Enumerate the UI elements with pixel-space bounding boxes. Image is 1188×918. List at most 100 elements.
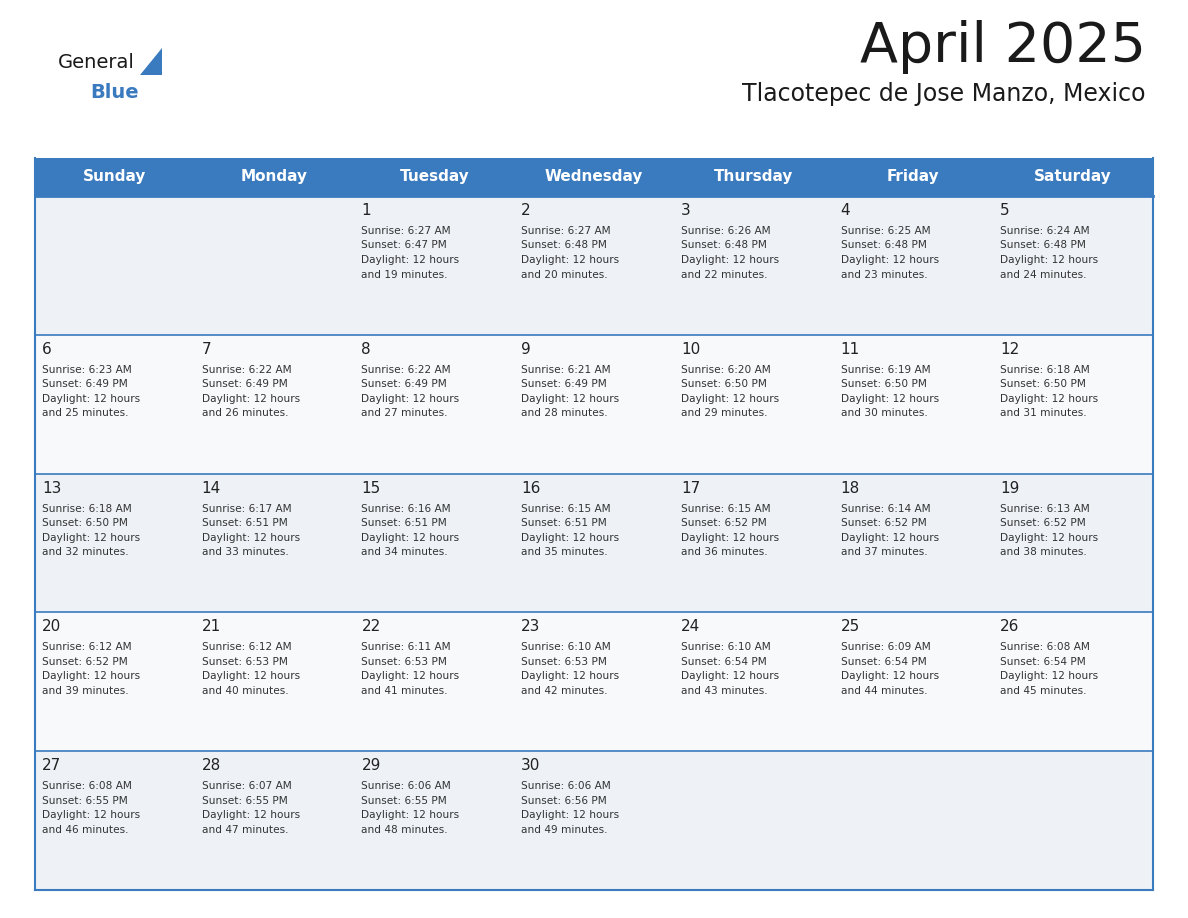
Text: Sunset: 6:48 PM: Sunset: 6:48 PM	[681, 241, 766, 251]
Text: Sunset: 6:53 PM: Sunset: 6:53 PM	[361, 657, 448, 666]
Text: Sunset: 6:53 PM: Sunset: 6:53 PM	[202, 657, 287, 666]
Text: and 25 minutes.: and 25 minutes.	[42, 409, 128, 419]
Bar	[674, 751, 834, 890]
Bar	[195, 196, 354, 335]
Text: and 36 minutes.: and 36 minutes.	[681, 547, 767, 557]
Text: Wednesday: Wednesday	[545, 170, 643, 185]
Text: Daylight: 12 hours: Daylight: 12 hours	[522, 532, 619, 543]
Text: Daylight: 12 hours: Daylight: 12 hours	[361, 394, 460, 404]
Bar	[195, 612, 354, 751]
Text: and 44 minutes.: and 44 minutes.	[841, 686, 927, 696]
Text: Daylight: 12 hours: Daylight: 12 hours	[1000, 671, 1099, 681]
Text: Daylight: 12 hours: Daylight: 12 hours	[202, 671, 299, 681]
Text: 14: 14	[202, 481, 221, 496]
Text: 5: 5	[1000, 203, 1010, 218]
Text: Sunset: 6:51 PM: Sunset: 6:51 PM	[202, 518, 287, 528]
Text: and 40 minutes.: and 40 minutes.	[202, 686, 289, 696]
Text: Sunset: 6:50 PM: Sunset: 6:50 PM	[681, 379, 766, 389]
Text: 23: 23	[522, 620, 541, 634]
Text: Daylight: 12 hours: Daylight: 12 hours	[202, 532, 299, 543]
Bar	[514, 335, 674, 474]
Text: Sunset: 6:54 PM: Sunset: 6:54 PM	[841, 657, 927, 666]
Text: 1: 1	[361, 203, 371, 218]
Text: Daylight: 12 hours: Daylight: 12 hours	[522, 255, 619, 265]
Text: Sunset: 6:54 PM: Sunset: 6:54 PM	[1000, 657, 1086, 666]
Text: and 23 minutes.: and 23 minutes.	[841, 270, 927, 279]
Text: 27: 27	[42, 758, 62, 773]
Text: 7: 7	[202, 341, 211, 357]
Text: 22: 22	[361, 620, 380, 634]
Text: 19: 19	[1000, 481, 1019, 496]
Text: Sunrise: 6:13 AM: Sunrise: 6:13 AM	[1000, 504, 1091, 513]
Text: 18: 18	[841, 481, 860, 496]
Text: Sunset: 6:49 PM: Sunset: 6:49 PM	[361, 379, 447, 389]
Text: Sunrise: 6:08 AM: Sunrise: 6:08 AM	[42, 781, 132, 791]
Bar	[354, 474, 514, 612]
Text: Sunrise: 6:27 AM: Sunrise: 6:27 AM	[361, 226, 451, 236]
Text: Sunrise: 6:22 AM: Sunrise: 6:22 AM	[361, 364, 451, 375]
Bar	[354, 196, 514, 335]
Bar	[834, 751, 993, 890]
Text: 6: 6	[42, 341, 52, 357]
Text: Daylight: 12 hours: Daylight: 12 hours	[681, 671, 779, 681]
Text: April 2025: April 2025	[860, 20, 1146, 74]
Text: Sunrise: 6:18 AM: Sunrise: 6:18 AM	[1000, 364, 1091, 375]
Text: Sunset: 6:51 PM: Sunset: 6:51 PM	[361, 518, 447, 528]
Text: Blue: Blue	[90, 83, 139, 102]
Text: Daylight: 12 hours: Daylight: 12 hours	[361, 811, 460, 820]
Text: Saturday: Saturday	[1035, 170, 1112, 185]
Bar	[514, 751, 674, 890]
Bar	[674, 335, 834, 474]
Bar	[34, 158, 1154, 196]
Text: Sunrise: 6:19 AM: Sunrise: 6:19 AM	[841, 364, 930, 375]
Text: Daylight: 12 hours: Daylight: 12 hours	[1000, 394, 1099, 404]
Text: Sunrise: 6:18 AM: Sunrise: 6:18 AM	[42, 504, 132, 513]
Text: Daylight: 12 hours: Daylight: 12 hours	[361, 532, 460, 543]
Bar	[834, 612, 993, 751]
Text: Sunset: 6:52 PM: Sunset: 6:52 PM	[681, 518, 766, 528]
Text: and 49 minutes.: and 49 minutes.	[522, 824, 607, 834]
Bar	[195, 335, 354, 474]
Text: Sunset: 6:52 PM: Sunset: 6:52 PM	[42, 657, 128, 666]
Bar	[34, 474, 195, 612]
Text: and 39 minutes.: and 39 minutes.	[42, 686, 128, 696]
Text: and 26 minutes.: and 26 minutes.	[202, 409, 289, 419]
Text: Sunset: 6:50 PM: Sunset: 6:50 PM	[841, 379, 927, 389]
Bar	[195, 474, 354, 612]
Bar	[993, 612, 1154, 751]
Text: Sunset: 6:56 PM: Sunset: 6:56 PM	[522, 796, 607, 806]
Text: Sunset: 6:48 PM: Sunset: 6:48 PM	[522, 241, 607, 251]
Text: 16: 16	[522, 481, 541, 496]
Text: Sunset: 6:55 PM: Sunset: 6:55 PM	[361, 796, 447, 806]
Text: Sunset: 6:52 PM: Sunset: 6:52 PM	[841, 518, 927, 528]
Text: Daylight: 12 hours: Daylight: 12 hours	[841, 532, 939, 543]
Text: and 41 minutes.: and 41 minutes.	[361, 686, 448, 696]
Text: Sunrise: 6:15 AM: Sunrise: 6:15 AM	[681, 504, 771, 513]
Text: 25: 25	[841, 620, 860, 634]
Text: Sunrise: 6:14 AM: Sunrise: 6:14 AM	[841, 504, 930, 513]
Text: 2: 2	[522, 203, 531, 218]
Text: Daylight: 12 hours: Daylight: 12 hours	[1000, 532, 1099, 543]
Text: Sunrise: 6:22 AM: Sunrise: 6:22 AM	[202, 364, 291, 375]
Text: 29: 29	[361, 758, 381, 773]
Text: 26: 26	[1000, 620, 1019, 634]
Bar	[34, 751, 195, 890]
Bar	[354, 751, 514, 890]
Text: Daylight: 12 hours: Daylight: 12 hours	[42, 532, 140, 543]
Bar	[674, 196, 834, 335]
Bar	[514, 196, 674, 335]
Text: Sunset: 6:50 PM: Sunset: 6:50 PM	[42, 518, 128, 528]
Text: Sunrise: 6:15 AM: Sunrise: 6:15 AM	[522, 504, 611, 513]
Text: Daylight: 12 hours: Daylight: 12 hours	[681, 394, 779, 404]
Text: and 32 minutes.: and 32 minutes.	[42, 547, 128, 557]
Text: Daylight: 12 hours: Daylight: 12 hours	[361, 671, 460, 681]
Text: 9: 9	[522, 341, 531, 357]
Text: Sunrise: 6:16 AM: Sunrise: 6:16 AM	[361, 504, 451, 513]
Text: and 35 minutes.: and 35 minutes.	[522, 547, 608, 557]
Text: Sunrise: 6:12 AM: Sunrise: 6:12 AM	[42, 643, 132, 653]
Bar	[354, 335, 514, 474]
Text: and 48 minutes.: and 48 minutes.	[361, 824, 448, 834]
Text: Sunset: 6:48 PM: Sunset: 6:48 PM	[1000, 241, 1086, 251]
Text: 24: 24	[681, 620, 700, 634]
Text: and 30 minutes.: and 30 minutes.	[841, 409, 928, 419]
